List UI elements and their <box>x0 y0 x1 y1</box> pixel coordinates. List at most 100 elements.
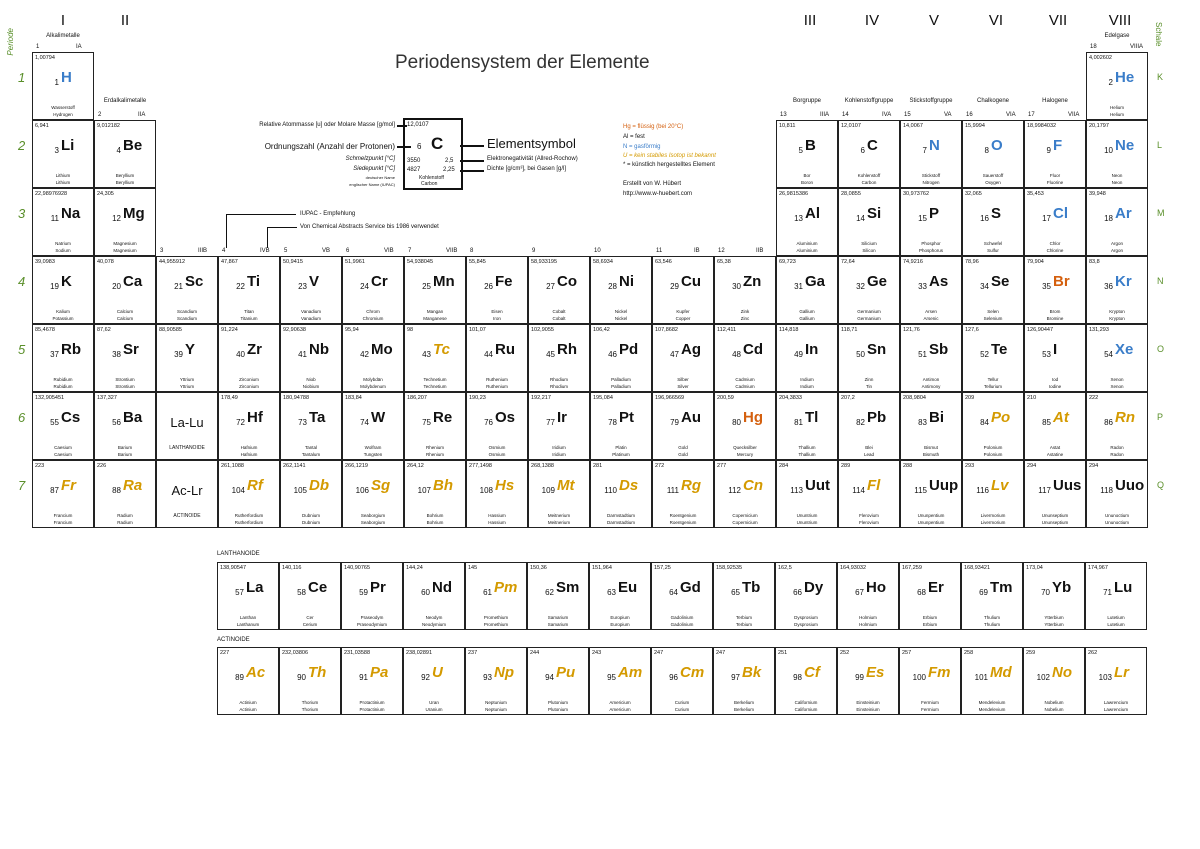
element-cell-mg[interactable]: 24,305 12 Mg Magnesium Magnesium <box>94 188 156 256</box>
element-cell-xe[interactable]: 131,293 54 Xe Xenon Xenon <box>1086 324 1148 392</box>
element-cell-cr[interactable]: 51,9961 24 Cr Chrom Chromium <box>342 256 404 324</box>
element-cell-cd[interactable]: 112,411 48 Cd Cadmium Cadmium <box>714 324 776 392</box>
element-cell-tm[interactable]: 168,93421 69 Tm Thulium Thulium <box>961 562 1023 630</box>
element-cell-uus[interactable]: 294 117 Uus Ununseptium Ununseptium <box>1024 460 1086 528</box>
element-cell-ta[interactable]: 180,94788 73 Ta Tantal Tantalum <box>280 392 342 460</box>
element-cell-mo[interactable]: 95,94 42 Mo Molybdän Molybdenum <box>342 324 404 392</box>
element-cell-nd[interactable]: 144,24 60 Nd Neodym Neodymium <box>403 562 465 630</box>
element-cell-ni[interactable]: 58,6934 28 Ni Nickel Nickel <box>590 256 652 324</box>
element-cell-ho[interactable]: 164,93032 67 Ho Holmium Holmium <box>837 562 899 630</box>
element-cell-rn[interactable]: 222 86 Rn Radon Radon <box>1086 392 1148 460</box>
element-cell-be[interactable]: 9,012182 4 Be Beryllium Beryllium <box>94 120 156 188</box>
element-cell-ds[interactable]: 281 110 Ds Darmstadtium Darmstadtium <box>590 460 652 528</box>
element-cell-cl[interactable]: 35,453 17 Cl Chlor Chlorine <box>1024 188 1086 256</box>
element-cell-pt[interactable]: 195,084 78 Pt Platin Platinum <box>590 392 652 460</box>
element-cell-hf[interactable]: 178,49 72 Hf Hafnium Hafnium <box>218 392 280 460</box>
element-cell-cs[interactable]: 132,905451 55 Cs Caesium Caesium <box>32 392 94 460</box>
element-cell-al[interactable]: 26,9815386 13 Al Aluminium Aluminium <box>776 188 838 256</box>
element-cell-pa[interactable]: 231,03588 91 Pa Protactinium Protactinium <box>341 647 403 715</box>
element-cell-yb[interactable]: 173,04 70 Yb Ytterbium Ytterbium <box>1023 562 1085 630</box>
element-cell-ge[interactable]: 72,64 32 Ge Germanium Germanium <box>838 256 900 324</box>
element-cell-tc[interactable]: 98 43 Tc Technetium Technetium <box>404 324 466 392</box>
element-cell-n[interactable]: 14,0067 7 N Stickstoff Nitrogen <box>900 120 962 188</box>
element-cell-ce[interactable]: 140,116 58 Ce Cer Cerium <box>279 562 341 630</box>
element-cell-lv[interactable]: 293 116 Lv Livermorium Livermorium <box>962 460 1024 528</box>
element-cell-se[interactable]: 78,96 34 Se Selen Selenium <box>962 256 1024 324</box>
element-cell-sb[interactable]: 121,76 51 Sb Antimon Antimony <box>900 324 962 392</box>
element-cell-s[interactable]: 32,065 16 S Schwefel Sulfur <box>962 188 1024 256</box>
element-cell-au[interactable]: 196,966569 79 Au Gold Gold <box>652 392 714 460</box>
placeholder-actinoid_placeholder[interactable]: Ac-Lr ACTINOIDE <box>156 460 218 528</box>
element-cell-fm[interactable]: 257 100 Fm Fermium Fermium <box>899 647 961 715</box>
element-cell-cn[interactable]: 277 112 Cn Copernicium Copernicium <box>714 460 776 528</box>
element-cell-ne[interactable]: 20,1797 10 Ne Neon Neon <box>1086 120 1148 188</box>
element-cell-o[interactable]: 15,9994 8 O Sauerstoff Oxygen <box>962 120 1024 188</box>
element-cell-rb[interactable]: 85,4678 37 Rb Rubidium Rubidium <box>32 324 94 392</box>
element-cell-ca[interactable]: 40,078 20 Ca Calcium Calcium <box>94 256 156 324</box>
element-cell-zr[interactable]: 91,224 40 Zr Zirconium Zirconium <box>218 324 280 392</box>
element-cell-pm[interactable]: 145 61 Pm Promethium Promethium <box>465 562 527 630</box>
element-cell-th[interactable]: 232,03806 90 Th Thorium Thorium <box>279 647 341 715</box>
element-cell-ru[interactable]: 101,07 44 Ru Ruthenium Ruthenium <box>466 324 528 392</box>
element-cell-po[interactable]: 209 84 Po Polonium Polonium <box>962 392 1024 460</box>
element-cell-os[interactable]: 190,23 76 Os Osmium Osmium <box>466 392 528 460</box>
element-cell-sm[interactable]: 150,36 62 Sm Samarium Samarium <box>527 562 589 630</box>
element-cell-he[interactable]: 4,002602 2 He Helium Helium <box>1086 52 1148 120</box>
element-cell-sc[interactable]: 44,955912 21 Sc Scandium Scandium <box>156 256 218 324</box>
element-cell-lu[interactable]: 174,967 71 Lu Lutetium Lutetium <box>1085 562 1147 630</box>
element-cell-ga[interactable]: 69,723 31 Ga Gallium Gallium <box>776 256 838 324</box>
element-cell-db[interactable]: 262,1141 105 Db Dubnium Dubnium <box>280 460 342 528</box>
element-cell-la[interactable]: 138,90547 57 La Lanthan Lanthanum <box>217 562 279 630</box>
element-cell-pr[interactable]: 140,90765 59 Pr Praseodym Praseodymium <box>341 562 403 630</box>
element-cell-ra[interactable]: 226 88 Ra Radium Radium <box>94 460 156 528</box>
element-cell-uut[interactable]: 284 113 Uut Ununtrium Ununtrium <box>776 460 838 528</box>
element-cell-hg[interactable]: 200,59 80 Hg Quecksilber Mercury <box>714 392 776 460</box>
element-cell-sr[interactable]: 87,62 38 Sr Strontium Strontium <box>94 324 156 392</box>
element-cell-v[interactable]: 50,9415 23 V Vanadium Vanadium <box>280 256 342 324</box>
element-cell-fe[interactable]: 55,845 26 Fe Eisen Iron <box>466 256 528 324</box>
element-cell-am[interactable]: 243 95 Am Americium Americium <box>589 647 651 715</box>
element-cell-w[interactable]: 183,84 74 W Wolfram Tungsten <box>342 392 404 460</box>
element-cell-pu[interactable]: 244 94 Pu Plutonium Plutonium <box>527 647 589 715</box>
element-cell-lr[interactable]: 262 103 Lr Lawrencium Lawrencium <box>1085 647 1147 715</box>
element-cell-fl[interactable]: 289 114 Fl Flerovium Flerovium <box>838 460 900 528</box>
element-cell-re[interactable]: 186,207 75 Re Rhenium Rhenium <box>404 392 466 460</box>
element-cell-y[interactable]: 88,90585 39 Y Yttrium Yttrium <box>156 324 218 392</box>
element-cell-pb[interactable]: 207,2 82 Pb Blei Lead <box>838 392 900 460</box>
element-cell-k[interactable]: 39,0983 19 K Kalium Potassium <box>32 256 94 324</box>
element-cell-bi[interactable]: 208,9804 83 Bi Bismut Bismuth <box>900 392 962 460</box>
element-cell-cf[interactable]: 251 98 Cf Californium Californium <box>775 647 837 715</box>
element-cell-cm[interactable]: 247 96 Cm Curium Curium <box>651 647 713 715</box>
element-cell-ba[interactable]: 137,327 56 Ba Barium Barium <box>94 392 156 460</box>
element-cell-li[interactable]: 6,941 3 Li Lithium Lithium <box>32 120 94 188</box>
element-cell-np[interactable]: 237 93 Np Neptunium Neptunium <box>465 647 527 715</box>
element-cell-dy[interactable]: 162,5 66 Dy Dysprosium Dysprosium <box>775 562 837 630</box>
element-cell-u[interactable]: 238,02891 92 U Uran Uranium <box>403 647 465 715</box>
element-cell-uup[interactable]: 288 115 Uup Ununpentium Ununpentium <box>900 460 962 528</box>
element-cell-gd[interactable]: 157,25 64 Gd Gadolinium Gadolinium <box>651 562 713 630</box>
author-url[interactable]: http://www.w-huebert.com <box>623 191 693 197</box>
element-cell-tb[interactable]: 158,92535 65 Tb Terbium Terbium <box>713 562 775 630</box>
element-cell-f[interactable]: 18,9984032 9 F Fluor Fluorine <box>1024 120 1086 188</box>
element-cell-tl[interactable]: 204,3833 81 Tl Thallium Thallium <box>776 392 838 460</box>
element-cell-i[interactable]: 126,90447 53 I Iod Iodine <box>1024 324 1086 392</box>
element-cell-ir[interactable]: 192,217 77 Ir Iridium Iridium <box>528 392 590 460</box>
element-cell-as[interactable]: 74,9216 33 As Arsen Arsenic <box>900 256 962 324</box>
placeholder-lanthanoid_placeholder[interactable]: La-Lu LANTHANOIDE <box>156 392 218 460</box>
element-cell-nb[interactable]: 92,90638 41 Nb Niob Niobium <box>280 324 342 392</box>
element-cell-mt[interactable]: 268,1388 109 Mt Meitnerium Meitnerium <box>528 460 590 528</box>
element-cell-bk[interactable]: 247 97 Bk Berkelium Berkelium <box>713 647 775 715</box>
element-cell-h[interactable]: 1,00794 1 H Wasserstoff Hydrogen <box>32 52 94 120</box>
element-cell-kr[interactable]: 83,8 36 Kr Krypton Krypton <box>1086 256 1148 324</box>
element-cell-rh[interactable]: 102,9055 45 Rh Rhodium Rhodium <box>528 324 590 392</box>
element-cell-si[interactable]: 28,0855 14 Si Silicium Silicon <box>838 188 900 256</box>
element-cell-at[interactable]: 210 85 At Astat Astatine <box>1024 392 1086 460</box>
element-cell-es[interactable]: 252 99 Es Einsteinium Einsteinium <box>837 647 899 715</box>
element-cell-rg[interactable]: 272 111 Rg Roentgenium Roentgenium <box>652 460 714 528</box>
element-cell-sg[interactable]: 266,1219 106 Sg Seaborgium Seaborgium <box>342 460 404 528</box>
element-cell-br[interactable]: 79,904 35 Br Brom Bromine <box>1024 256 1086 324</box>
element-cell-fr[interactable]: 223 87 Fr Francium Francium <box>32 460 94 528</box>
element-cell-co[interactable]: 58,933195 27 Co Cobalt Cobalt <box>528 256 590 324</box>
element-cell-p[interactable]: 30,973762 15 P Phosphor Phosphorus <box>900 188 962 256</box>
element-cell-eu[interactable]: 151,964 63 Eu Europium Europium <box>589 562 651 630</box>
